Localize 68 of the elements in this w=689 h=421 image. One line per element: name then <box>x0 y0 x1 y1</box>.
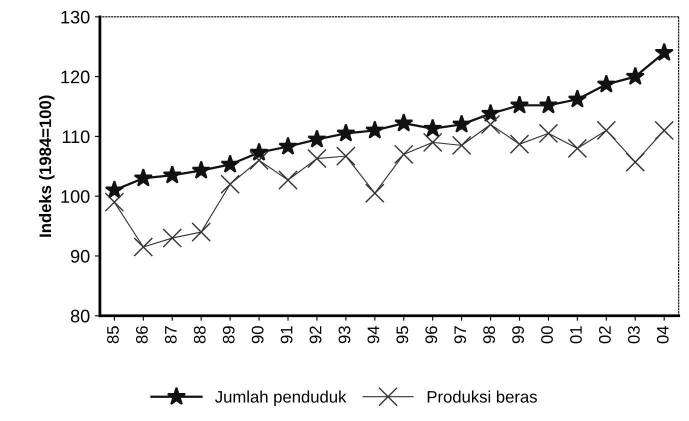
point <box>162 165 182 184</box>
point <box>162 228 182 248</box>
x-tick-label: 86 <box>136 326 148 344</box>
point <box>307 148 327 168</box>
x-tick-label: 89 <box>222 326 235 344</box>
point <box>654 120 674 140</box>
y-tick-label: 110 <box>62 130 90 144</box>
y-tick-label: 100 <box>61 190 90 203</box>
x-tick-label: 97 <box>454 326 466 344</box>
point <box>278 136 298 155</box>
point <box>394 144 414 164</box>
point <box>568 89 587 108</box>
point <box>336 123 356 142</box>
point <box>510 95 530 114</box>
point <box>452 114 472 133</box>
point <box>134 237 154 257</box>
point <box>423 118 442 137</box>
point <box>104 180 124 198</box>
x-tick-label: 01 <box>570 326 582 344</box>
point <box>134 168 153 187</box>
point <box>626 152 645 172</box>
point <box>278 170 298 190</box>
point <box>394 113 414 132</box>
legend-label: Jumlah penduduk <box>215 390 346 406</box>
point <box>249 150 269 170</box>
x-tick-label: 87 <box>164 326 177 344</box>
y-tick-label: 90 <box>70 250 90 263</box>
x-tick-label: 04 <box>656 326 669 344</box>
point <box>481 104 500 122</box>
x-tick-label: 00 <box>541 326 553 344</box>
point <box>538 124 558 144</box>
point <box>510 134 530 154</box>
x-tick-label: 96 <box>425 326 438 344</box>
point <box>422 132 442 152</box>
point <box>365 183 385 203</box>
point <box>654 42 674 61</box>
point <box>336 146 356 166</box>
x-tick-label: 91 <box>280 326 292 344</box>
point <box>596 74 616 93</box>
x-tick-label: 98 <box>483 326 496 344</box>
x-tick-label: 93 <box>338 326 350 344</box>
x-tick-label: 85 <box>107 326 119 344</box>
point <box>307 129 326 148</box>
y-tick-label: 80 <box>70 310 90 322</box>
x-tick-label: 88 <box>194 326 206 344</box>
point <box>626 66 645 85</box>
y-tick-label: 120 <box>61 70 90 84</box>
point <box>191 222 211 242</box>
point <box>192 160 211 179</box>
point <box>596 120 616 140</box>
x-tick-label: 02 <box>598 326 611 344</box>
x-tick-label: 90 <box>252 326 264 344</box>
x-tick-label: 94 <box>367 326 380 344</box>
y-tick-label: 130 <box>61 10 90 24</box>
x-tick-label: 03 <box>628 326 640 344</box>
x-tick-label: 92 <box>310 326 322 344</box>
x-tick-label: 99 <box>512 326 524 344</box>
point <box>220 154 240 173</box>
point <box>365 120 384 139</box>
point <box>538 95 558 114</box>
point <box>220 174 240 194</box>
x-tick-label: 95 <box>396 326 408 344</box>
point <box>568 138 588 158</box>
point <box>480 114 500 134</box>
point <box>104 192 124 212</box>
point <box>452 136 472 156</box>
legend-label: Produksi beras <box>428 390 537 403</box>
y-axis-title: Indeks (1984=100) <box>38 96 55 237</box>
